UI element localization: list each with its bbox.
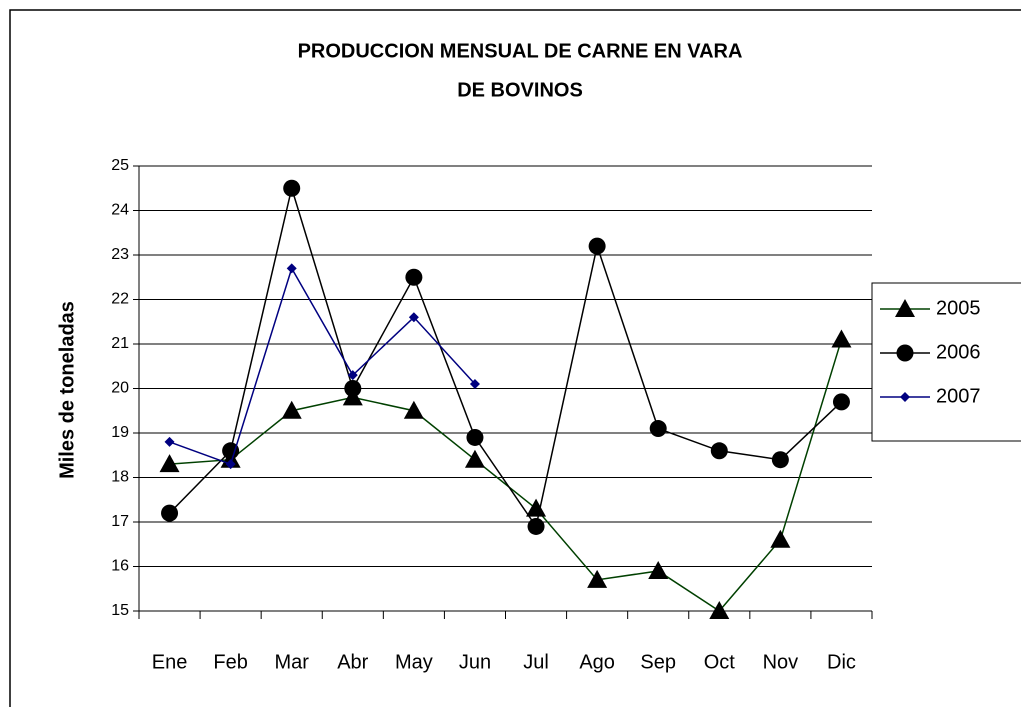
marker <box>896 344 914 362</box>
marker <box>527 517 545 535</box>
marker <box>526 498 547 517</box>
marker <box>587 569 608 588</box>
marker <box>159 454 180 473</box>
marker <box>164 436 175 447</box>
marker <box>649 420 667 438</box>
x-tick-label: Ene <box>152 651 188 673</box>
chart-title: PRODUCCION MENSUAL DE CARNE EN VARA <box>298 40 743 62</box>
series-line <box>169 185 842 529</box>
marker <box>710 442 728 460</box>
marker <box>648 560 669 579</box>
x-tick-label: Mar <box>274 651 309 673</box>
y-tick-label: 24 <box>111 202 129 219</box>
marker <box>770 529 791 548</box>
marker <box>832 393 850 411</box>
x-tick-label: May <box>395 651 433 673</box>
marker <box>464 449 485 468</box>
y-tick-label: 15 <box>111 602 129 619</box>
x-tick-label: Jun <box>459 651 491 673</box>
x-tick-label: Jul <box>523 651 549 673</box>
marker <box>281 400 302 419</box>
marker <box>161 504 179 522</box>
marker <box>469 379 480 390</box>
x-tick-label: Oct <box>704 651 736 673</box>
x-tick-label: Dic <box>827 651 856 673</box>
marker <box>900 392 910 402</box>
marker <box>408 312 419 323</box>
y-tick-label: 19 <box>111 424 129 441</box>
y-tick-label: 25 <box>111 157 129 174</box>
y-axis-title: Miles de toneladas <box>56 301 78 479</box>
y-tick-label: 17 <box>111 513 129 530</box>
legend-label: 2006 <box>936 341 981 363</box>
marker <box>405 268 423 286</box>
legend-label: 2007 <box>936 385 981 407</box>
series-line <box>169 339 843 612</box>
legend-label: 2005 <box>936 297 981 319</box>
marker <box>771 451 789 469</box>
x-tick-label: Ago <box>579 651 615 673</box>
marker <box>225 459 236 470</box>
y-tick-label: 22 <box>111 291 129 308</box>
y-tick-label: 18 <box>111 469 129 486</box>
marker <box>283 179 301 197</box>
marker <box>588 237 606 255</box>
y-tick-label: 23 <box>111 246 129 263</box>
x-tick-label: Abr <box>337 651 368 673</box>
x-tick-label: Nov <box>763 651 799 673</box>
y-tick-label: 21 <box>111 335 129 352</box>
marker <box>831 329 852 348</box>
y-tick-label: 20 <box>111 380 129 397</box>
marker <box>709 601 730 619</box>
x-tick-label: Sep <box>640 651 676 673</box>
chart-title: DE BOVINOS <box>457 79 583 101</box>
series-line <box>169 266 476 466</box>
marker <box>895 299 915 317</box>
marker <box>347 370 358 381</box>
marker <box>222 442 240 460</box>
chart-frame <box>9 9 1021 707</box>
x-tick-label: Feb <box>213 651 247 673</box>
marker <box>466 428 484 446</box>
marker <box>403 400 424 419</box>
y-tick-label: 16 <box>111 558 129 575</box>
marker <box>344 380 362 397</box>
marker <box>286 263 297 274</box>
